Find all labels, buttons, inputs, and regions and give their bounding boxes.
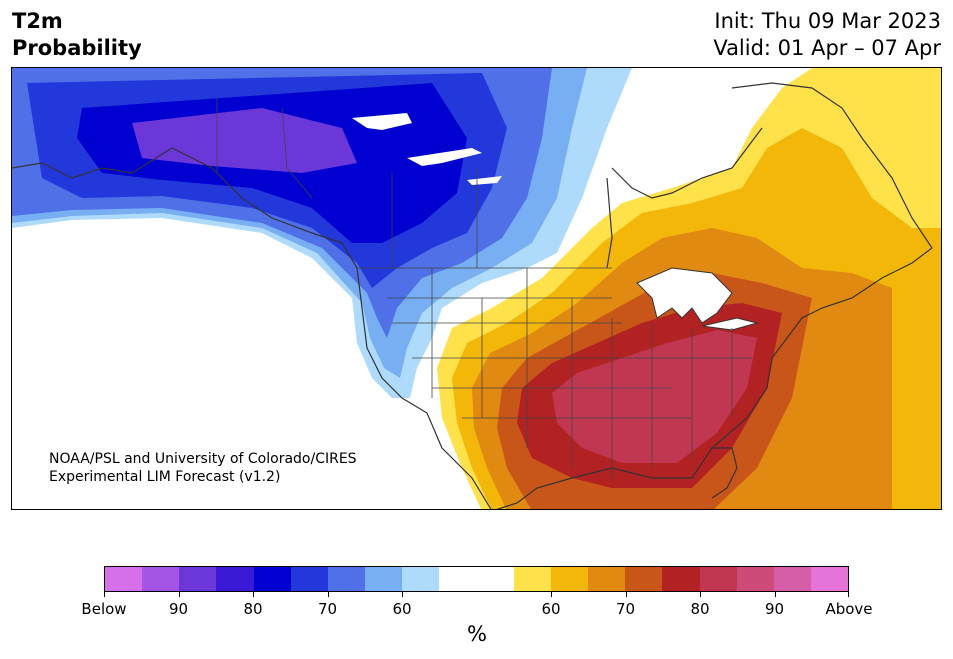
probability-colorbar bbox=[104, 566, 849, 592]
political-boundaries bbox=[216, 98, 752, 478]
colorbar-segment bbox=[699, 567, 737, 591]
colorbar-segment bbox=[773, 567, 811, 591]
init-date: Init: Thu 09 Mar 2023 bbox=[714, 9, 941, 33]
colorbar-tick-mark bbox=[700, 592, 701, 597]
colorbar-tick-mark bbox=[551, 592, 552, 597]
coastlines bbox=[12, 82, 933, 509]
above-region-peak bbox=[552, 330, 757, 463]
colorbar-segment bbox=[216, 567, 254, 591]
colorbar-segment bbox=[290, 567, 328, 591]
title-line-variable: T2m bbox=[12, 9, 63, 33]
colorbar-tick-mark bbox=[178, 592, 180, 597]
colorbar-segment bbox=[402, 567, 440, 591]
colorbar-tick-mark bbox=[625, 592, 627, 597]
colorbar-segment bbox=[142, 567, 180, 591]
colorbar-tick-label: 90 bbox=[764, 600, 785, 618]
credit-line-institution: NOAA/PSL and University of Colorado/CIRE… bbox=[49, 451, 357, 467]
colorbar-unit-label: % bbox=[467, 622, 487, 646]
colorbar-tick-mark bbox=[327, 592, 329, 597]
colorbar-segment bbox=[588, 567, 626, 591]
colorbar-tick-label: Above bbox=[825, 600, 873, 618]
colorbar-segment bbox=[513, 567, 551, 591]
colorbar-segment bbox=[253, 567, 291, 591]
colorbar-tick-label: 60 bbox=[392, 600, 412, 618]
colorbar-tick-label: 60 bbox=[541, 600, 561, 618]
colorbar-segment bbox=[736, 567, 774, 591]
title-line-type: Probability bbox=[12, 36, 142, 60]
map-title: T2m Probability bbox=[12, 8, 142, 62]
colorbar-segment bbox=[476, 567, 514, 591]
colorbar-segment bbox=[662, 567, 700, 591]
colorbar-segment bbox=[810, 567, 849, 591]
colorbar-segment bbox=[327, 567, 366, 591]
colorbar-tick-mark bbox=[774, 592, 776, 597]
colorbar-tick-label: 90 bbox=[168, 600, 189, 618]
colorbar-tick-mark bbox=[848, 592, 849, 597]
colorbar-tick-label: 70 bbox=[615, 600, 636, 618]
colorbar-tick-label: 70 bbox=[317, 600, 338, 618]
forecast-dates: Init: Thu 09 Mar 2023 Valid: 01 Apr – 07… bbox=[713, 8, 941, 62]
lake-erie bbox=[701, 317, 759, 331]
valid-date-range: Valid: 01 Apr – 07 Apr bbox=[713, 36, 941, 60]
colorbar-tick-label: Below bbox=[81, 600, 127, 618]
colorbar-segment bbox=[365, 567, 403, 591]
credit-line-model: Experimental LIM Forecast (v1.2) bbox=[49, 469, 281, 485]
colorbar-segment bbox=[439, 567, 477, 591]
colorbar-tick-label: 80 bbox=[243, 600, 263, 618]
lake-athabasca bbox=[467, 176, 502, 185]
colorbar-tick-mark bbox=[253, 592, 254, 597]
colorbar-tick-mark bbox=[402, 592, 403, 597]
colorbar-segment bbox=[105, 567, 143, 591]
colorbar-tick-label: 80 bbox=[690, 600, 710, 618]
data-source-credit: NOAA/PSL and University of Colorado/CIRE… bbox=[49, 450, 357, 486]
map-canvas bbox=[12, 68, 941, 509]
probability-map: NOAA/PSL and University of Colorado/CIRE… bbox=[11, 67, 942, 510]
great-slave-lake bbox=[352, 113, 412, 130]
colorbar-segment bbox=[625, 567, 663, 591]
colorbar-segment bbox=[179, 567, 217, 591]
great-bear-lake bbox=[407, 148, 482, 166]
great-lakes bbox=[636, 267, 733, 324]
colorbar-segment bbox=[550, 567, 589, 591]
colorbar-tick-mark bbox=[104, 592, 105, 597]
